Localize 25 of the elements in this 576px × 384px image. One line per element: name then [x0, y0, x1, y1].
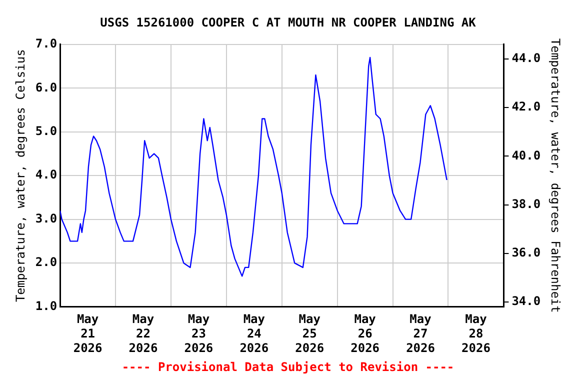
y-tick-label: 6.0 — [35, 80, 58, 94]
x-tick-label: May 26 2026 — [350, 312, 380, 355]
y2-tick-label: 36.0 — [512, 245, 541, 260]
y-tick-label: 2.0 — [35, 255, 58, 270]
y-tick-label: 4.0 — [35, 168, 58, 182]
y2-tick-label: 34.0 — [512, 294, 541, 308]
x-tick-label: May 27 2026 — [406, 312, 435, 355]
y-tick-label: 3.0 — [35, 211, 58, 226]
y2-tick-label: 40.0 — [512, 148, 541, 162]
x-tick-label: May 24 2026 — [240, 312, 269, 355]
y2-tick-label: 42.0 — [512, 100, 541, 114]
x-tick-label: May 22 2026 — [128, 312, 158, 355]
y2-axis-title: Temperature, water, degrees Fahrenheit — [548, 38, 563, 313]
y2-tick-label: 44.0 — [512, 51, 541, 66]
x-tick-label: May 21 2026 — [73, 312, 102, 355]
chart-title: USGS 15261000 COOPER C AT MOUTH NR COOPER LANDING AK — [100, 15, 477, 30]
x-tick-label: May 23 2026 — [184, 312, 214, 355]
y-tick-label: 5.0 — [35, 124, 58, 138]
y-tick-label: 1.0 — [35, 298, 58, 313]
x-tick-label: May 28 2026 — [462, 312, 490, 355]
y2-tick-label: 38.0 — [512, 196, 541, 211]
y-tick-label: 7.0 — [35, 36, 58, 51]
text: ---- Provisional Data Subject to Revision ---- — [122, 360, 454, 374]
y-axis-title: Temperature, water, degrees Celsius — [13, 49, 28, 302]
x-tick-label: May 25 2026 — [295, 312, 324, 355]
